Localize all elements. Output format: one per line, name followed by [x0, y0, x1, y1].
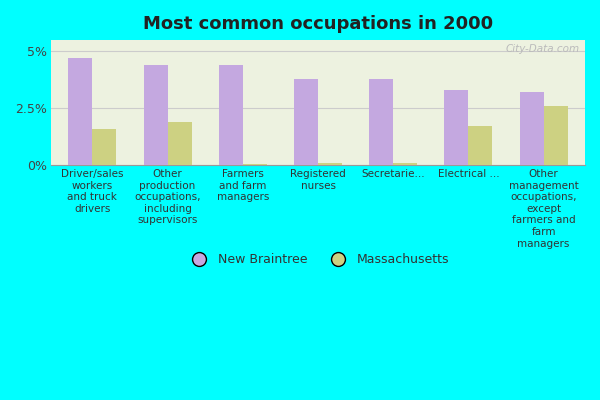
Bar [294, 79, 318, 165]
Bar [92, 128, 116, 165]
Bar [445, 90, 469, 165]
Bar [520, 92, 544, 165]
Bar [544, 106, 568, 165]
Text: City-Data.com: City-Data.com [506, 44, 580, 54]
Bar [243, 164, 267, 165]
Bar [143, 65, 167, 165]
Title: Most common occupations in 2000: Most common occupations in 2000 [143, 15, 493, 33]
Bar [469, 126, 493, 165]
Bar [68, 58, 92, 165]
Bar [318, 162, 342, 165]
Bar [219, 65, 243, 165]
Legend: New Braintree, Massachusetts: New Braintree, Massachusetts [181, 248, 455, 271]
Bar [167, 122, 191, 165]
Bar [393, 162, 417, 165]
Bar [369, 79, 393, 165]
